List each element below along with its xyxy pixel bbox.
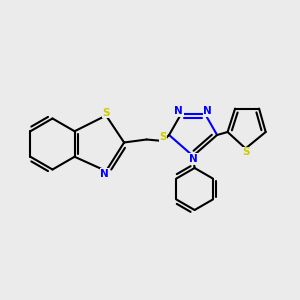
Text: S: S	[102, 107, 110, 118]
Text: N: N	[189, 154, 197, 164]
Text: N: N	[203, 106, 212, 116]
Text: S: S	[159, 131, 167, 142]
Text: N: N	[100, 169, 109, 179]
Text: N: N	[174, 106, 183, 116]
Text: S: S	[242, 147, 249, 157]
